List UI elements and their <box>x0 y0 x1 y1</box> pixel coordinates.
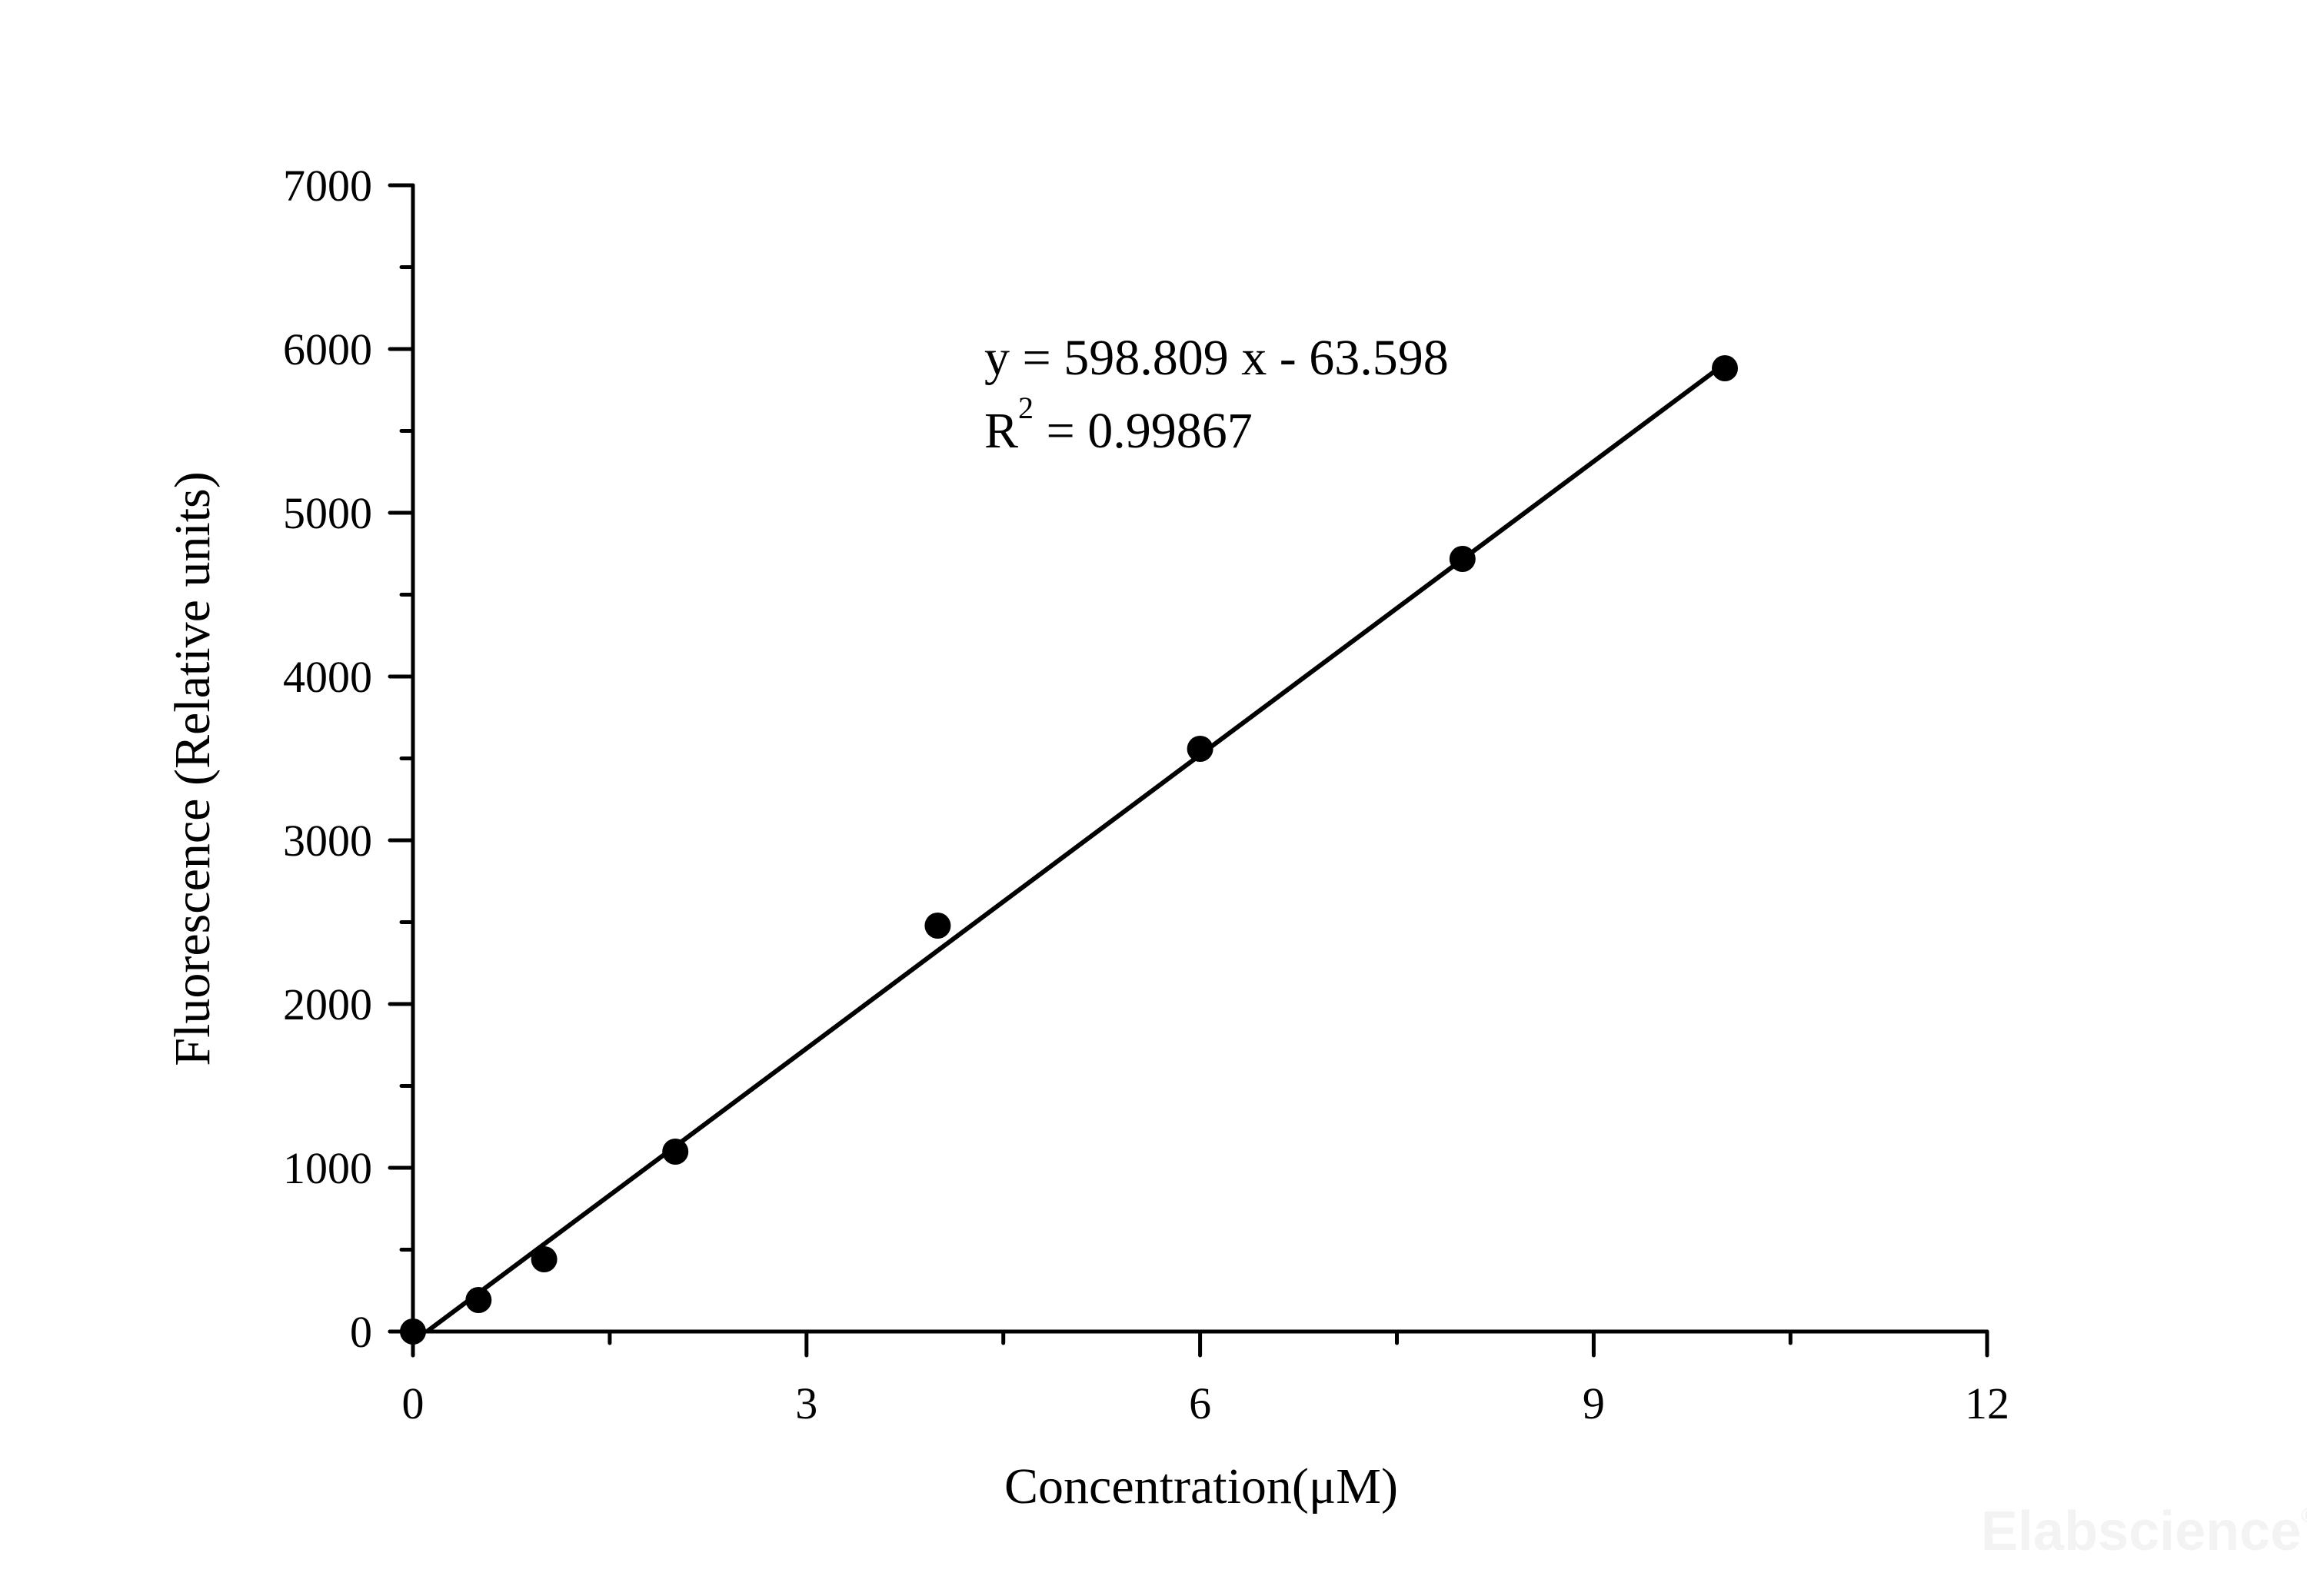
y-tick-labels: 0 1000 2000 3000 4000 5000 6000 7000 <box>283 161 372 1357</box>
data-point <box>400 1318 426 1345</box>
watermark-text: Elabscience <box>1981 1501 2301 1562</box>
r-squared-value: = 0.99867 <box>1034 403 1253 459</box>
r-squared-superscript: 2 <box>1018 391 1034 425</box>
x-axis <box>388 1329 1989 1358</box>
data-point <box>1712 355 1738 381</box>
y-tick-label: 5000 <box>283 488 372 538</box>
watermark: Elabscience® <box>1981 1501 2307 1562</box>
data-point <box>465 1287 492 1313</box>
y-tick-label: 1000 <box>283 1143 372 1193</box>
y-tick-label: 6000 <box>283 324 372 374</box>
r-squared: R2 = 0.99867 <box>984 391 1253 459</box>
y-tick-label: 0 <box>350 1307 372 1357</box>
r-squared-prefix: R <box>984 403 1018 459</box>
data-point <box>662 1139 689 1165</box>
y-tick-label: 3000 <box>283 816 372 866</box>
y-axis-label: Fluorescence (Relative units) <box>165 471 221 1066</box>
y-axis <box>388 183 415 1358</box>
data-points <box>400 355 1738 1345</box>
regression-equation: y = 598.809 x - 63.598 <box>984 330 1449 386</box>
data-point <box>531 1246 558 1272</box>
watermark-registered-mark: ® <box>2301 1504 2307 1527</box>
data-point <box>1449 546 1476 572</box>
data-point <box>924 913 951 939</box>
x-tick-label: 9 <box>1583 1378 1605 1428</box>
x-tick-label: 6 <box>1189 1378 1211 1428</box>
y-tick-label: 7000 <box>283 161 372 211</box>
x-axis-label: Concentration(μM) <box>1004 1458 1398 1515</box>
data-point <box>1187 736 1213 762</box>
regression-annotation: y = 598.809 x - 63.598 R2 = 0.99867 <box>984 330 1449 459</box>
x-tick-label: 3 <box>795 1378 817 1428</box>
fit-line <box>425 361 1726 1334</box>
y-tick-label: 2000 <box>283 979 372 1029</box>
x-tick-label: 12 <box>1965 1378 2009 1428</box>
y-tick-label: 4000 <box>283 652 372 702</box>
x-tick-label: 0 <box>402 1378 424 1428</box>
x-tick-labels: 0 3 6 9 12 <box>402 1378 2010 1428</box>
